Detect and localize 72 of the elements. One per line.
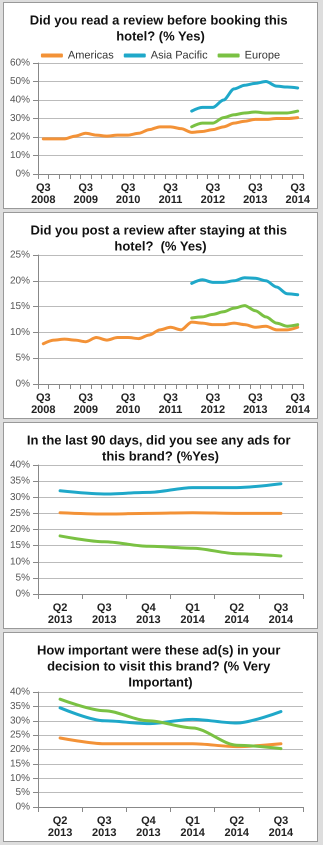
y-tick-label: 15% (10, 301, 30, 312)
y-tick-label: 10% (10, 556, 30, 568)
x-tick-label: Q2 2014 (224, 815, 250, 839)
x-tick-label: Q3 2008 (31, 392, 56, 416)
x-tick-label: Q3 2008 (31, 182, 56, 206)
y-tick-label: 5% (16, 572, 30, 584)
y-tick-label: 15% (10, 758, 30, 770)
y-tick-label: 10% (10, 772, 30, 784)
line-series (190, 304, 300, 328)
legend-label: Europe (244, 50, 280, 62)
x-tick-label: Q3 2013 (92, 815, 116, 839)
line-series (42, 320, 300, 346)
y-tick-label: 20% (10, 275, 30, 286)
y-tick-label: 5% (16, 787, 30, 798)
y-tick-label: 0% (16, 588, 30, 600)
legend-label: Americas (68, 50, 114, 62)
x-tick-label: Q3 2014 (285, 392, 311, 416)
line-series (190, 110, 300, 128)
y-tick-label: 10% (10, 326, 30, 338)
x-tick-label: Q3 2014 (268, 602, 294, 626)
x-tick-label: Q3 2009 (73, 392, 98, 416)
y-tick-label: 30% (10, 113, 30, 124)
line-series (58, 482, 282, 496)
x-tick-label: Q3 2013 (243, 392, 268, 416)
line-series (190, 276, 300, 296)
line-series (58, 706, 282, 726)
line-series (42, 116, 300, 140)
x-tick-label: Q3 2014 (268, 815, 294, 839)
y-tick-label: 35% (10, 700, 30, 712)
chart-title: How important were these ad(s) in your decision to visit this brand? (% Very Important) (36, 642, 284, 690)
y-tick-label: 40% (10, 94, 30, 106)
chart-title: Did you read a review before booking this hotel? (% Yes) (30, 12, 292, 44)
y-tick-label: 5% (16, 352, 30, 364)
x-tick-label: Q3 2012 (200, 392, 226, 416)
x-tick-label: Q3 2012 (200, 182, 226, 206)
x-tick-label: Q2 2014 (224, 602, 250, 626)
chart-title: Did you post a review after staying at this hotel? (% Yes) (30, 222, 291, 254)
legend-label: Asia Pacific (150, 50, 208, 62)
y-tick-label: 40% (10, 686, 30, 698)
y-tick-label: 30% (10, 715, 30, 726)
y-tick-label: 15% (10, 540, 30, 552)
y-tick-label: 25% (10, 508, 30, 519)
x-tick-label: Q1 2014 (180, 815, 206, 839)
line-series (58, 534, 282, 558)
x-tick-label: Q3 2013 (243, 182, 268, 206)
y-tick-label: 35% (10, 476, 30, 487)
y-tick-label: 20% (10, 524, 30, 535)
x-tick-label: Q3 2011 (158, 392, 182, 416)
y-tick-label: 50% (10, 76, 30, 87)
y-tick-label: 20% (10, 744, 30, 755)
x-tick-label: Q3 2013 (92, 602, 116, 626)
x-tick-label: Q2 2013 (48, 815, 72, 839)
y-tick-label: 30% (10, 492, 30, 503)
x-tick-label: Q4 2013 (136, 815, 161, 839)
y-tick-label: 0% (16, 168, 30, 180)
line-series (190, 80, 300, 113)
y-tick-label: 25% (10, 730, 30, 741)
x-tick-label: Q3 2014 (285, 182, 311, 206)
x-tick-label: Q3 2010 (116, 392, 140, 416)
y-tick-label: 60% (10, 58, 30, 68)
y-tick-label: 0% (16, 802, 30, 812)
y-tick-label: 25% (10, 250, 30, 260)
line-series (58, 698, 282, 750)
y-tick-label: 10% (10, 150, 30, 161)
x-tick-label: Q2 2013 (48, 602, 72, 626)
x-tick-label: Q4 2013 (136, 602, 161, 626)
y-tick-label: 20% (10, 132, 30, 142)
x-tick-label: Q1 2014 (180, 602, 206, 626)
x-tick-label: Q3 2010 (116, 182, 140, 206)
x-tick-label: Q3 2011 (158, 182, 182, 206)
y-tick-label: 0% (16, 378, 30, 390)
x-tick-label: Q3 2009 (73, 182, 98, 206)
